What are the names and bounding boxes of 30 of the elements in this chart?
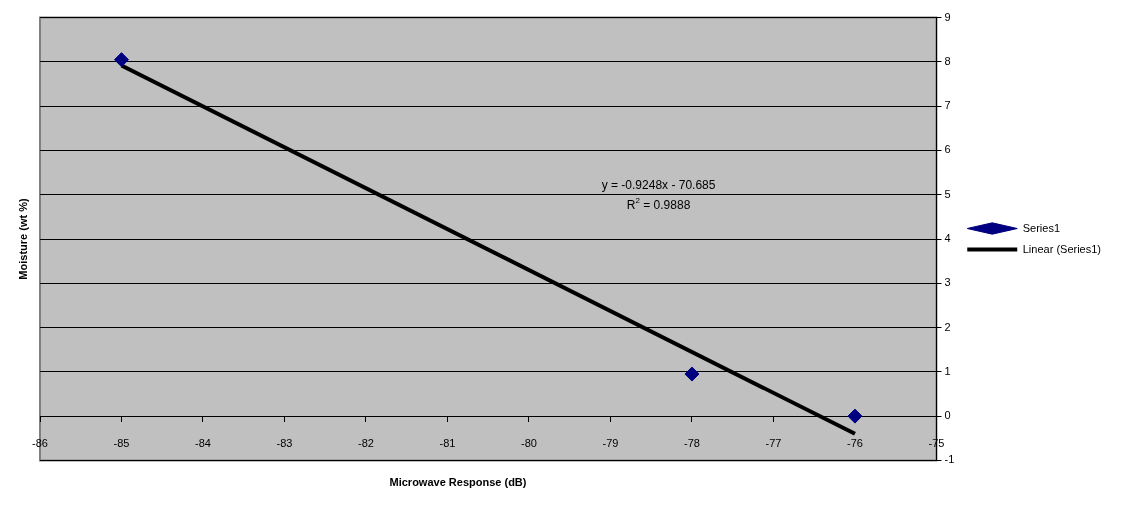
point xyxy=(684,366,700,382)
x-tick-label: -82 xyxy=(358,436,374,449)
x-tick-label: -86 xyxy=(32,436,48,449)
legend-label: Series1 xyxy=(1022,221,1061,234)
x-tick-label: -76 xyxy=(847,436,863,449)
y-tick-label: 5 xyxy=(944,187,951,200)
y-tick-label: -1 xyxy=(944,453,955,466)
x-tick-label: -84 xyxy=(195,436,211,449)
y-tick-label: 6 xyxy=(944,143,951,156)
x-tick-label: -81 xyxy=(439,436,456,449)
legend-label: Linear (Series1) xyxy=(1022,242,1102,255)
y-tick-label: 2 xyxy=(944,320,951,333)
y-tick-label: 9 xyxy=(944,10,951,23)
x-tick-label: -80 xyxy=(521,436,537,449)
y-tick-label: 4 xyxy=(944,232,951,245)
point xyxy=(847,408,863,424)
x-tick-label: -78 xyxy=(684,436,700,449)
y-tick-label: 1 xyxy=(944,364,951,377)
point xyxy=(114,52,129,68)
x-tick-label: -85 xyxy=(113,436,130,449)
y-tick-label: 7 xyxy=(944,99,951,112)
y-axis-title: Moisture (wt %) xyxy=(17,198,30,280)
y-tick-label: 8 xyxy=(944,54,951,67)
y-tick-label: 0 xyxy=(944,409,951,422)
x-tick-label: -79 xyxy=(602,436,619,449)
x-tick-label: -83 xyxy=(276,436,293,449)
annotation: y = -0.9248x - 70.685 xyxy=(601,178,716,193)
x-axis-title: Microwave Response (dB) xyxy=(388,476,528,488)
y-tick-label: 3 xyxy=(944,276,951,289)
x-tick-label: -77 xyxy=(765,436,782,449)
